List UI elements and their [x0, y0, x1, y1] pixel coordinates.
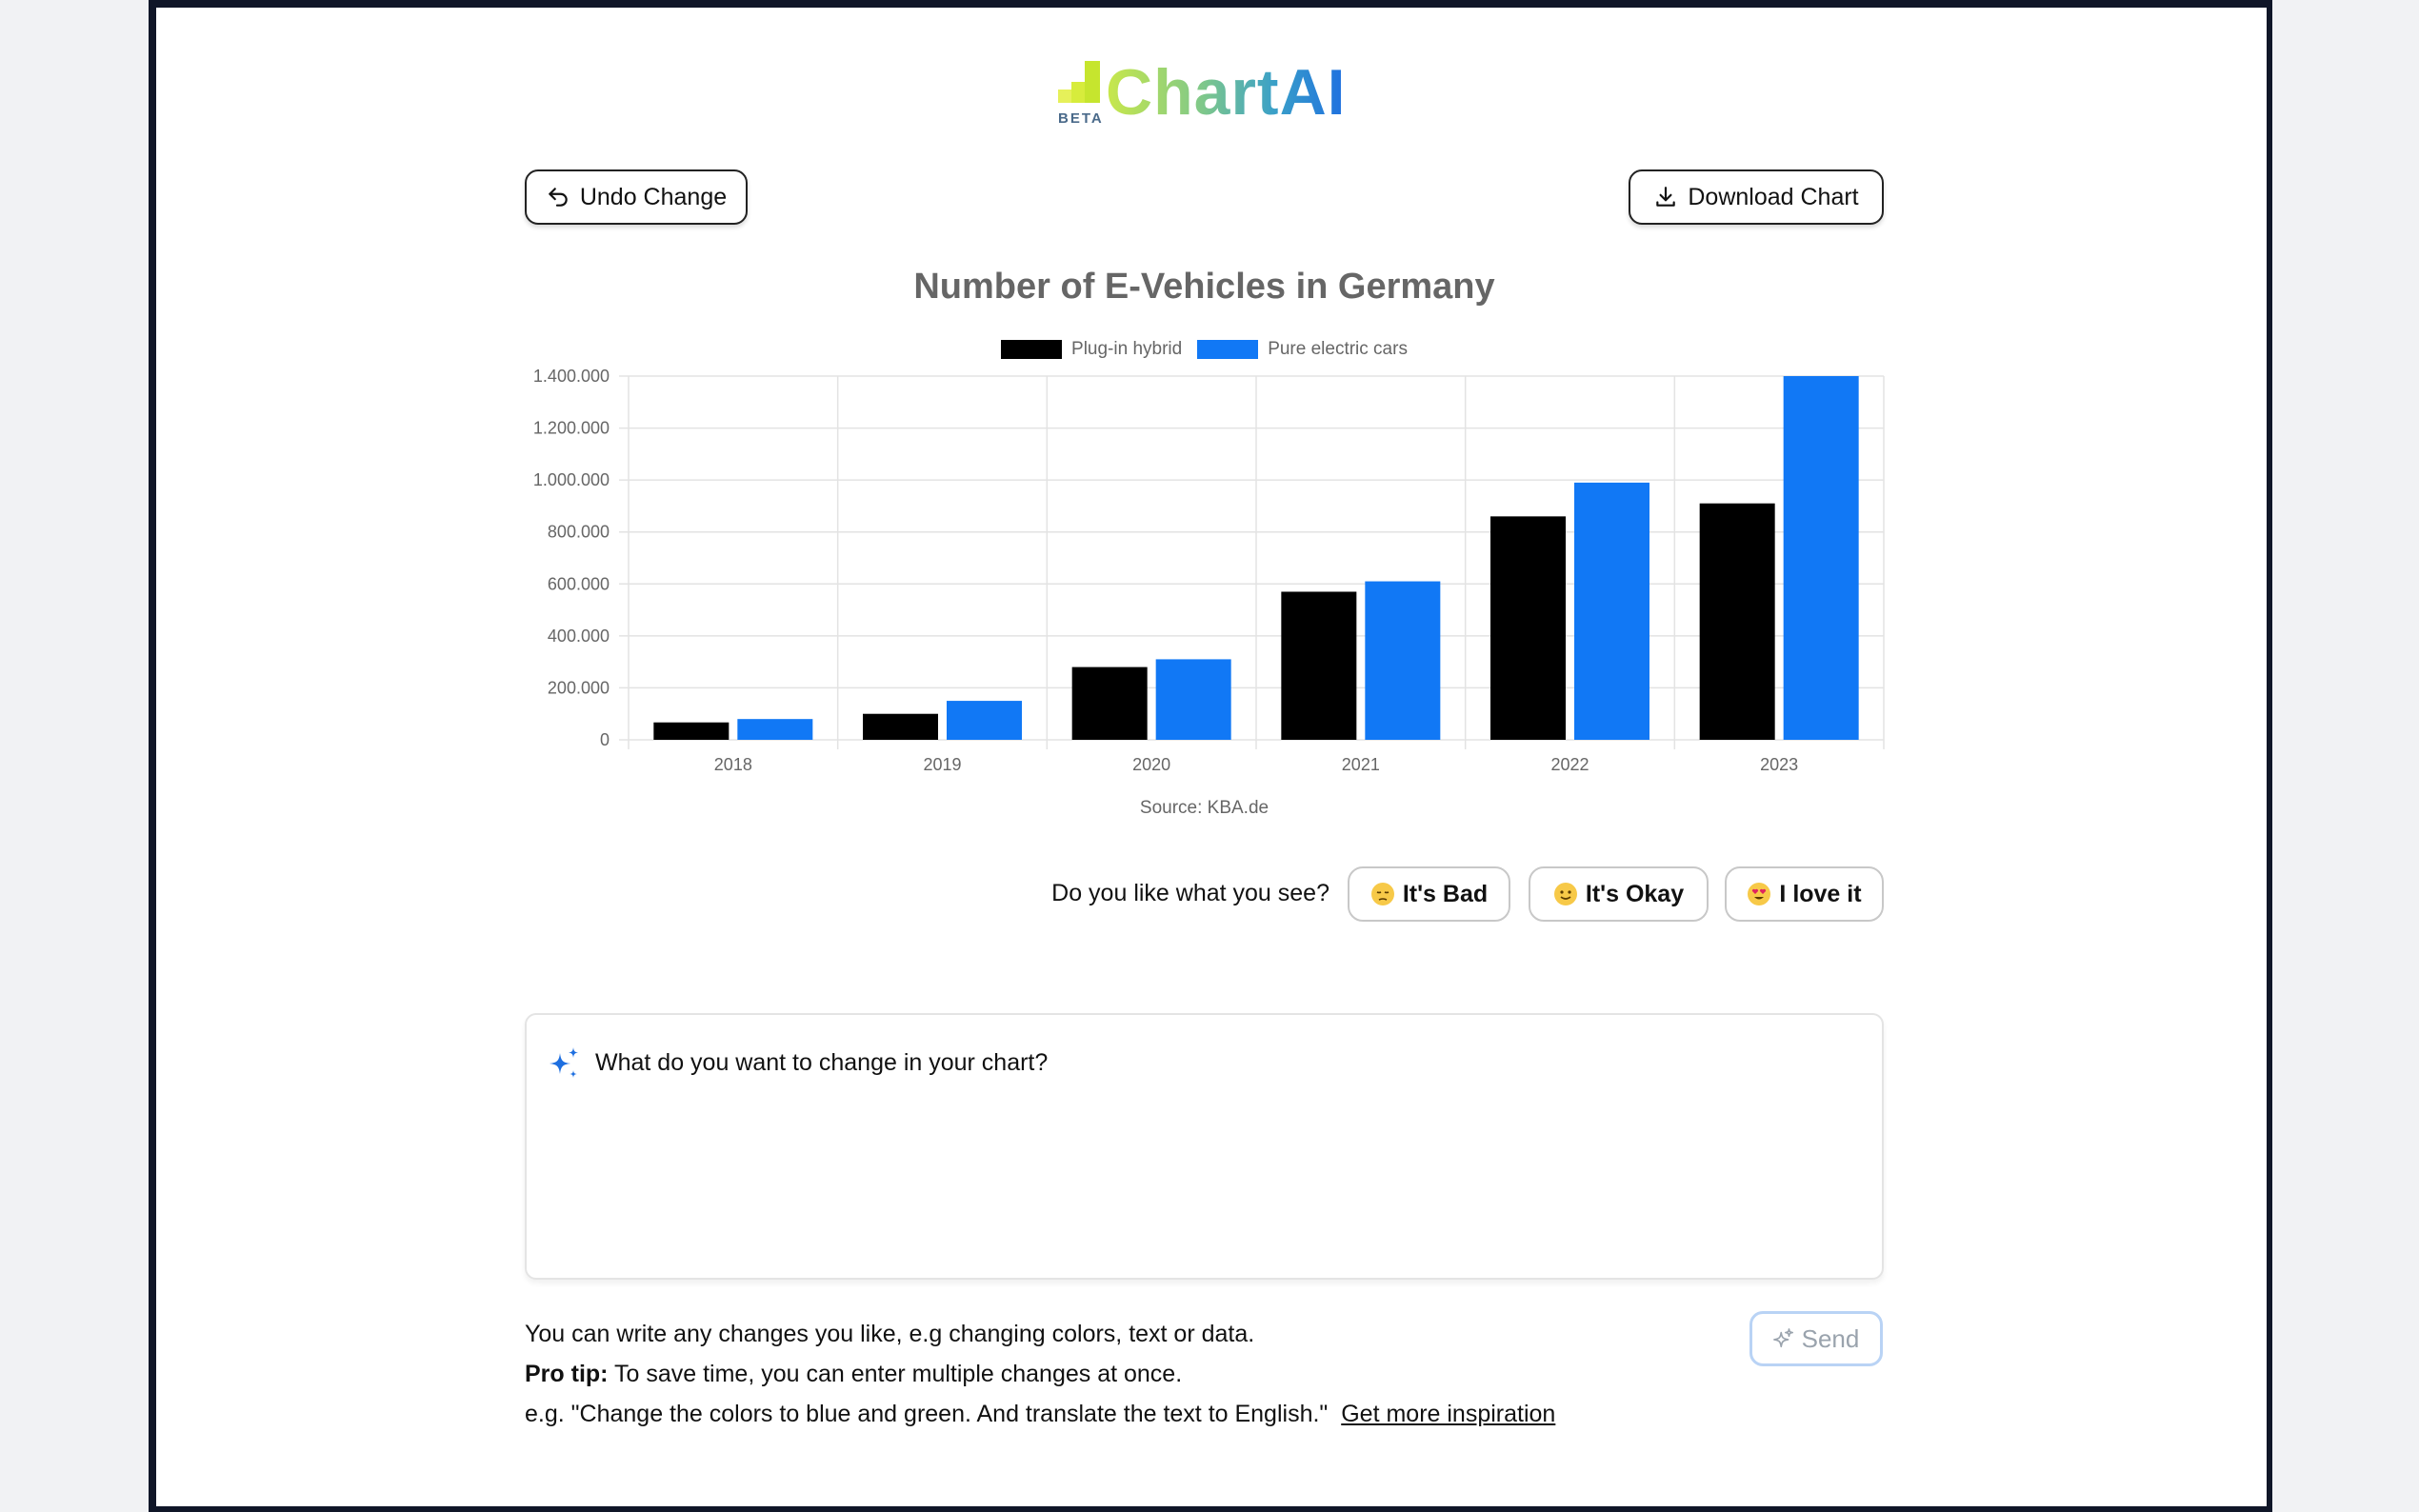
- legend-swatch-pure-electric: [1197, 340, 1259, 359]
- chart-title: Number of E-Vehicles in Germany: [913, 267, 1495, 307]
- pensive-face-icon: [1370, 883, 1394, 905]
- legend-swatch-plugin-hybrid: [1001, 340, 1063, 359]
- pro-tip-text: To save time, you can enter multiple cha…: [608, 1361, 1183, 1387]
- help-text: You can write any changes you like, e.g …: [525, 1314, 1555, 1434]
- bar-pure-electric-2018: [737, 719, 813, 740]
- y-tick-label: 200.000: [548, 678, 610, 697]
- legend-label-pure-electric: Pure electric cars: [1268, 339, 1408, 359]
- help-line-3: e.g. "Change the colors to blue and gree…: [525, 1394, 1555, 1434]
- bar-pure-electric-2020: [1155, 659, 1231, 740]
- y-tick-label: 600.000: [548, 574, 610, 593]
- x-tick-label: 2019: [923, 755, 961, 774]
- example-text: e.g. "Change the colors to blue and gree…: [525, 1401, 1329, 1427]
- smiling-face-icon: [1553, 883, 1577, 905]
- bar-plugin-hybrid-2018: [653, 722, 730, 740]
- beta-badge: BETA: [1058, 110, 1104, 127]
- undo-icon: [549, 188, 568, 207]
- chart-source: Source: KBA.de: [1139, 798, 1269, 818]
- x-tick-label: 2023: [1760, 755, 1798, 774]
- chart-change-input[interactable]: [593, 1047, 1854, 1242]
- bar-chart[interactable]: 0 200.000 400.000 600.000 800.000 1.000.000 1.…: [514, 362, 1895, 781]
- i-love-it-label: I love it: [1779, 880, 1862, 907]
- chart-legend[interactable]: Plug-in hybrid Pure electric cars: [525, 339, 1884, 360]
- sparkle-icon: [550, 1047, 578, 1078]
- sparkle-send-icon: [1772, 1328, 1793, 1348]
- y-tick-label: 1.000.000: [533, 470, 610, 489]
- bar-pure-electric-2021: [1365, 581, 1441, 740]
- bar-pure-electric-2019: [947, 701, 1022, 740]
- help-line-2: Pro tip: To save time, you can enter mul…: [525, 1354, 1555, 1394]
- download-chart-button[interactable]: Download Chart: [1629, 169, 1884, 225]
- legend-item-plugin-hybrid[interactable]: Plug-in hybrid: [1001, 339, 1182, 360]
- undo-change-button[interactable]: Undo Change: [525, 169, 748, 225]
- logo-wordmark: ChartAI: [1106, 56, 1347, 129]
- its-okay-label: It's Okay: [1585, 880, 1685, 907]
- send-label: Send: [1801, 1323, 1860, 1353]
- bar-plugin-hybrid-2022: [1490, 516, 1566, 740]
- y-tick-label: 1.400.000: [533, 367, 610, 386]
- its-bad-label: It's Bad: [1402, 880, 1489, 907]
- pro-tip-label: Pro tip:: [525, 1361, 609, 1387]
- y-tick-label: 400.000: [548, 627, 610, 646]
- y-tick-label: 800.000: [548, 523, 610, 542]
- feedback-question: Do you like what you see?: [1051, 880, 1329, 906]
- send-button[interactable]: Send: [1749, 1311, 1883, 1366]
- download-chart-label: Download Chart: [1688, 183, 1859, 210]
- its-bad-button[interactable]: It's Bad: [1348, 866, 1510, 922]
- x-tick-label: 2021: [1342, 755, 1380, 774]
- bar-plugin-hybrid-2021: [1281, 591, 1357, 740]
- bar-plugin-hybrid-2023: [1699, 503, 1775, 740]
- its-okay-button[interactable]: It's Okay: [1529, 866, 1709, 922]
- bar-pure-electric-2023: [1783, 376, 1859, 740]
- y-tick-label: 0: [600, 730, 610, 749]
- bar-plugin-hybrid-2020: [1071, 666, 1148, 740]
- prompt-box: [525, 1013, 1884, 1280]
- heart-eyes-icon: [1748, 883, 1771, 905]
- download-icon: [1656, 187, 1676, 207]
- i-love-it-button[interactable]: I love it: [1725, 866, 1884, 922]
- get-more-inspiration-link[interactable]: Get more inspiration: [1341, 1401, 1556, 1427]
- undo-change-label: Undo Change: [579, 183, 728, 210]
- bar-plugin-hybrid-2019: [863, 713, 938, 740]
- x-tick-label: 2018: [714, 755, 752, 774]
- y-tick-label: 1.200.000: [533, 419, 610, 438]
- bar-pure-electric-2022: [1574, 482, 1649, 740]
- legend-item-pure-electric[interactable]: Pure electric cars: [1197, 339, 1408, 360]
- chartai-logo[interactable]: BETA ChartAI: [1058, 56, 1363, 129]
- legend-label-plugin-hybrid: Plug-in hybrid: [1071, 339, 1183, 359]
- x-tick-label: 2020: [1132, 755, 1170, 774]
- help-line-1: You can write any changes you like, e.g …: [525, 1321, 1255, 1347]
- logo-bars-icon: [1058, 61, 1100, 103]
- x-tick-label: 2022: [1550, 755, 1589, 774]
